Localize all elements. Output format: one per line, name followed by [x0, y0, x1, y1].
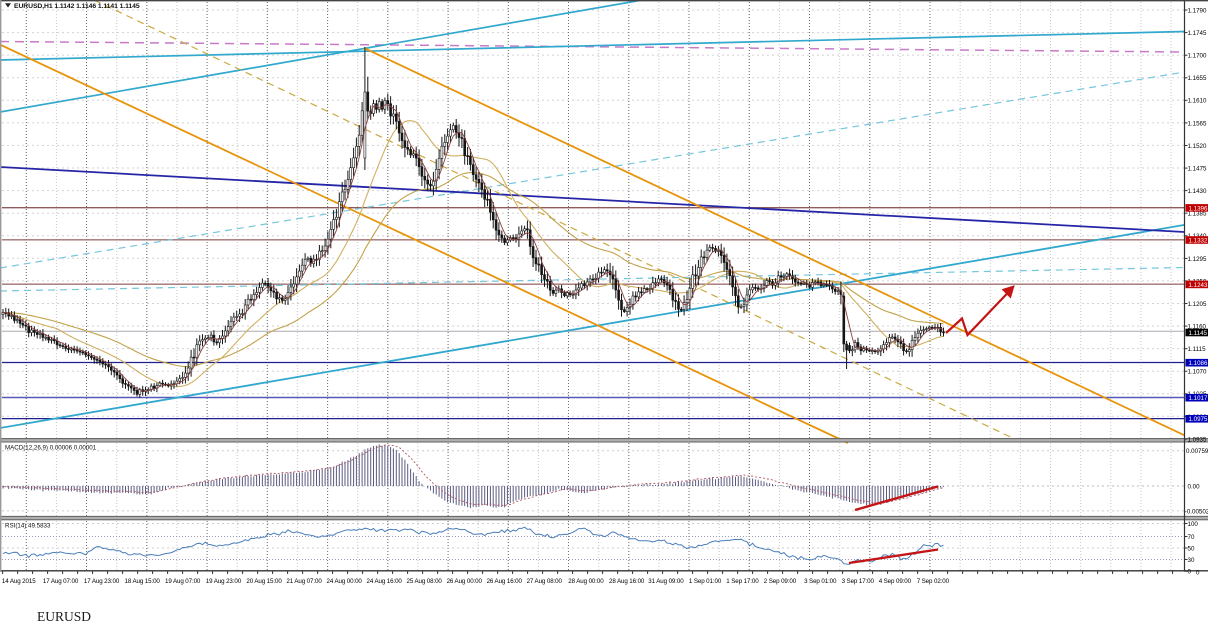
svg-text:1.1475: 1.1475 [1188, 166, 1207, 173]
svg-text:70: 70 [1188, 534, 1195, 541]
svg-text:1.1610: 1.1610 [1188, 98, 1207, 105]
svg-text:28 Aug 00:00: 28 Aug 00:00 [568, 578, 604, 585]
svg-text:0: 0 [1188, 569, 1192, 576]
svg-text:1 Sep 17:00: 1 Sep 17:00 [726, 578, 759, 585]
svg-text:0.00759: 0.00759 [1186, 448, 1208, 455]
svg-text:100: 100 [1188, 521, 1199, 528]
svg-text:50: 50 [1188, 545, 1195, 552]
svg-text:31 Aug 09:00: 31 Aug 09:00 [648, 578, 684, 585]
svg-text:27 Aug 08:00: 27 Aug 08:00 [527, 578, 563, 585]
svg-text:20 Aug 15:00: 20 Aug 15:00 [246, 578, 282, 585]
svg-text:17 Aug 23:00: 17 Aug 23:00 [84, 578, 120, 585]
svg-text:1.1115: 1.1115 [1188, 346, 1207, 353]
svg-text:24 Aug 00:00: 24 Aug 00:00 [327, 578, 363, 585]
svg-text:EURUSD,H1 1.1142 1.1146 1.114: EURUSD,H1 1.1142 1.1146 1.1141 1.1145 [14, 3, 140, 10]
svg-text:1.1332: 1.1332 [1189, 237, 1208, 244]
svg-text:7 Sep 02:00: 7 Sep 02:00 [917, 578, 950, 585]
svg-text:21 Aug 07:00: 21 Aug 07:00 [286, 578, 322, 585]
svg-text:1.1017: 1.1017 [1189, 395, 1208, 402]
svg-text:24 Aug 16:00: 24 Aug 16:00 [367, 578, 403, 585]
svg-text:-0.00502: -0.00502 [1185, 508, 1208, 515]
svg-text:26 Aug 16:00: 26 Aug 16:00 [487, 578, 523, 585]
svg-text:1.1790: 1.1790 [1188, 7, 1207, 14]
svg-text:1.1295: 1.1295 [1188, 256, 1207, 263]
svg-text:RSI(14) 49.5833: RSI(14) 49.5833 [5, 523, 51, 530]
svg-text:1.1430: 1.1430 [1188, 188, 1207, 195]
svg-text:1.0935: 1.0935 [1188, 436, 1207, 443]
svg-text:1.1145: 1.1145 [1189, 330, 1208, 337]
svg-text:3 Sep 01:00: 3 Sep 01:00 [804, 578, 837, 585]
svg-text:0.00: 0.00 [1188, 483, 1201, 490]
svg-text:1.1396: 1.1396 [1189, 205, 1208, 212]
svg-text:1.0975: 1.0975 [1189, 416, 1208, 423]
svg-text:25 Aug 08:00: 25 Aug 08:00 [407, 578, 443, 585]
svg-text:2 Sep 09:00: 2 Sep 09:00 [764, 578, 797, 585]
svg-text:1.1700: 1.1700 [1188, 53, 1207, 60]
svg-text:19 Aug 23:00: 19 Aug 23:00 [206, 578, 242, 585]
svg-text:4 Sep 09:00: 4 Sep 09:00 [879, 578, 912, 585]
svg-text:EURUSD: EURUSD [37, 609, 91, 624]
svg-text:1.1243: 1.1243 [1189, 282, 1208, 289]
svg-text:30: 30 [1188, 557, 1195, 564]
svg-text:1.1205: 1.1205 [1188, 301, 1207, 308]
svg-text:1.1565: 1.1565 [1188, 120, 1207, 127]
svg-text:3 Sep 17:00: 3 Sep 17:00 [842, 578, 875, 585]
svg-text:MACD(12,26,9) 0.00006 0.00001: MACD(12,26,9) 0.00006 0.00001 [5, 445, 97, 452]
svg-text:18 Aug 15:00: 18 Aug 15:00 [125, 578, 161, 585]
svg-text:17 Aug 07:00: 17 Aug 07:00 [43, 578, 79, 585]
svg-text:1.1655: 1.1655 [1188, 75, 1207, 82]
svg-text:19 Aug 07:00: 19 Aug 07:00 [165, 578, 201, 585]
svg-text:1.1086: 1.1086 [1189, 360, 1208, 367]
svg-text:28 Aug 16:00: 28 Aug 16:00 [609, 578, 645, 585]
svg-text:1.1745: 1.1745 [1188, 30, 1207, 37]
svg-text:1 Sep 01:00: 1 Sep 01:00 [689, 578, 722, 585]
svg-text:14 Aug 2015: 14 Aug 2015 [2, 578, 36, 585]
svg-text:1.1520: 1.1520 [1188, 143, 1207, 150]
svg-text:26 Aug 00:00: 26 Aug 00:00 [447, 578, 483, 585]
svg-text:1.1070: 1.1070 [1188, 369, 1207, 376]
